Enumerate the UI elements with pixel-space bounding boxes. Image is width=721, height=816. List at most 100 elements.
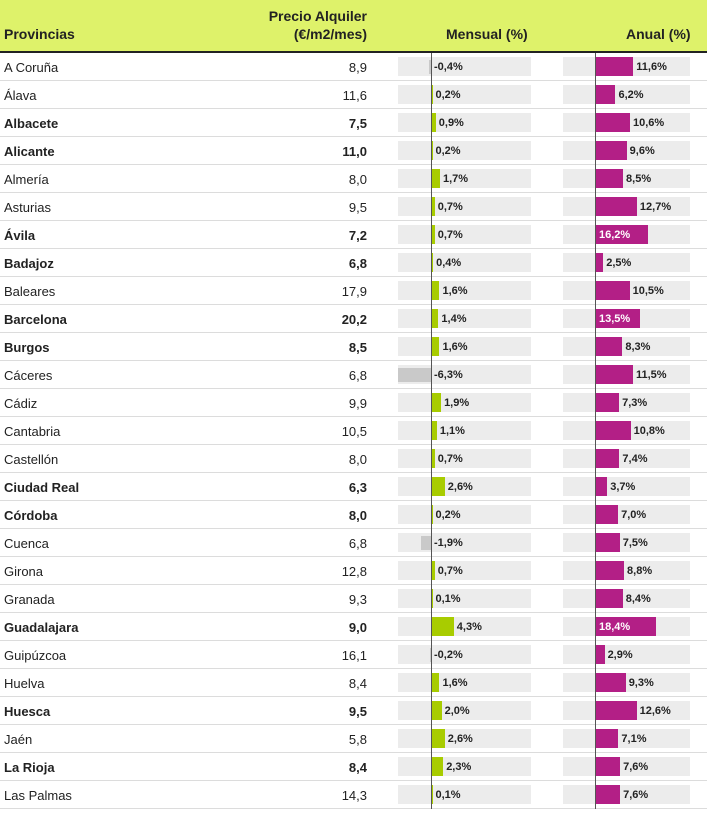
precio-value: 9,5 [348, 704, 367, 719]
mensual-bar [431, 449, 435, 468]
provincia-name: Albacete [4, 116, 59, 131]
mensual-bar [431, 169, 440, 188]
anual-bar [595, 701, 637, 720]
mensual-bar [431, 729, 445, 748]
anual-label: 12,7% [639, 201, 672, 213]
anual-label: 10,8% [633, 425, 665, 437]
mensual-bar [420, 536, 431, 550]
mensual-track [398, 505, 531, 524]
provincia-name: Cantabria [4, 424, 61, 439]
provincia-name: Guipúzcoa [4, 648, 67, 663]
rent-table: Provincias Precio Alquiler (€/m2/mes) Me… [0, 0, 707, 809]
anual-label: 8,3% [625, 341, 651, 353]
provincia-name: Córdoba [4, 508, 58, 523]
anual-track [563, 673, 690, 692]
mensual-bar [428, 60, 431, 74]
anual-bar [595, 785, 621, 804]
provincia-name: Álava [4, 88, 37, 103]
mensual-track [398, 589, 531, 608]
anual-track [563, 533, 690, 552]
precio-value: 5,8 [348, 732, 367, 747]
mensual-label: 2,3% [446, 761, 472, 773]
table-row: Ciudad Real 6,3 2,6% 3,7% [0, 473, 707, 501]
anual-label: 8,8% [627, 565, 653, 577]
mensual-bar [431, 421, 437, 440]
mensual-track [398, 253, 531, 272]
anual-label: 9,6% [629, 145, 655, 157]
anual-label: 7,4% [622, 453, 648, 465]
table-row: Guipúzcoa 16,1 -0,2% 2,9% [0, 641, 707, 669]
mensual-label: 0,1% [435, 593, 461, 605]
precio-value: 8,0 [348, 508, 367, 523]
anual-track [563, 729, 690, 748]
table-row: Álava 11,6 0,2% 6,2% [0, 81, 707, 109]
mensual-track [398, 57, 531, 76]
table-row: Huelva 8,4 1,6% 9,3% [0, 669, 707, 697]
anual-label: 11,6% [636, 61, 667, 73]
precio-value: 9,5 [348, 200, 367, 215]
anual-track [563, 85, 690, 104]
anual-bar [595, 561, 625, 580]
mensual-track [398, 85, 531, 104]
provincia-name: A Coruña [4, 60, 59, 75]
table-row: Burgos 8,5 1,6% 8,3% [0, 333, 707, 361]
table-row: Granada 9,3 0,1% 8,4% [0, 585, 707, 613]
anual-bar [595, 225, 649, 244]
mensual-label: 1,9% [444, 397, 470, 409]
anual-bar [595, 393, 620, 412]
table-row: Girona 12,8 0,7% 8,8% [0, 557, 707, 585]
table-body: A Coruña 8,9 -0,4% 11,6% Álava 11,6 0,2% 6,2% Al… [0, 53, 707, 809]
table-row: Alicante 11,0 0,2% 9,6% [0, 137, 707, 165]
table-row: Cádiz 9,9 1,9% 7,3% [0, 389, 707, 417]
mensual-label: 1,6% [442, 677, 468, 689]
anual-label: 9,3% [628, 677, 654, 689]
mensual-track [398, 141, 531, 160]
mensual-bar [431, 757, 444, 776]
provincia-name: Castellón [4, 452, 59, 467]
table-row: Baleares 17,9 1,6% 10,5% [0, 277, 707, 305]
anual-label: 10,6% [632, 117, 665, 129]
anual-bar [595, 57, 634, 76]
table-row: Ávila 7,2 0,7% 16,2% [0, 221, 707, 249]
precio-value: 16,1 [341, 648, 367, 663]
header-anual: Anual (%) [626, 26, 691, 42]
provincia-name: Las Palmas [4, 788, 72, 803]
table-row: Asturias 9,5 0,7% 12,7% [0, 193, 707, 221]
anual-bar [595, 421, 631, 440]
mensual-bar [431, 309, 439, 328]
precio-value: 11,0 [342, 144, 367, 159]
mensual-bar [431, 253, 434, 272]
precio-value: 6,3 [348, 480, 367, 495]
anual-bar [595, 197, 637, 216]
mensual-bar [431, 225, 435, 244]
provincia-name: Guadalajara [4, 620, 79, 635]
mensual-bar [431, 477, 445, 496]
provincia-name: Cuenca [4, 536, 49, 551]
anual-track [563, 645, 690, 664]
anual-label: 2,9% [607, 649, 633, 661]
anual-track [563, 505, 690, 524]
anual-track [563, 561, 690, 580]
mensual-bar [431, 197, 435, 216]
mensual-track [398, 449, 531, 468]
anual-label: 6,2% [618, 89, 644, 101]
mensual-label: 0,9% [438, 117, 464, 129]
table-row: Cáceres 6,8 -6,3% 11,5% [0, 361, 707, 389]
mensual-label: 0,2% [435, 145, 461, 157]
mensual-label: 2,0% [444, 705, 470, 717]
anual-bar [595, 281, 630, 300]
mensual-track [398, 645, 531, 664]
provincia-name: Girona [4, 564, 44, 579]
mensual-bar [431, 617, 454, 636]
mensual-bar [431, 393, 442, 412]
header-precio-line1: Precio Alquiler [268, 8, 367, 24]
anual-bar [595, 337, 623, 356]
provincia-name: Cáceres [4, 368, 53, 383]
provincia-name: Huelva [4, 676, 45, 691]
anual-bar [595, 757, 621, 776]
anual-track [563, 785, 690, 804]
table-row: Las Palmas 14,3 0,1% 7,6% [0, 781, 707, 809]
table-row: Badajoz 6,8 0,4% 2,5% [0, 249, 707, 277]
mensual-bar [431, 281, 440, 300]
mensual-label: -6,3% [434, 369, 463, 381]
